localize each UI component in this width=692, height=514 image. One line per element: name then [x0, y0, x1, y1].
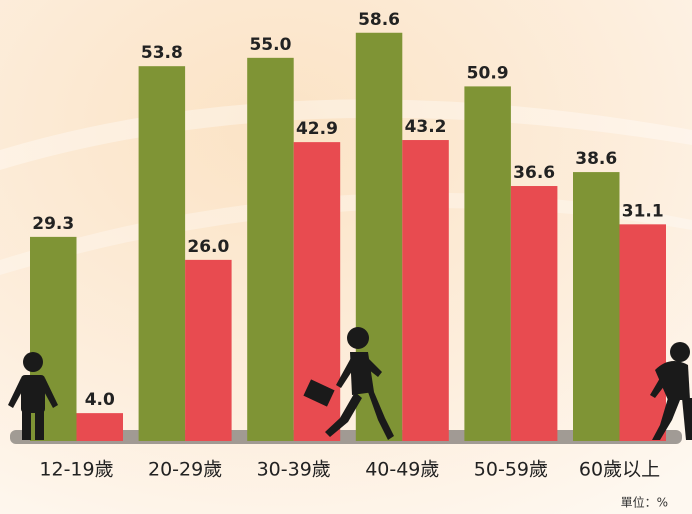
x-tick-label: 30-39歲: [257, 459, 331, 481]
value-label: 50.9: [467, 63, 509, 83]
swoosh: [0, 192, 692, 275]
value-label: 38.6: [575, 149, 617, 169]
x-tick-label: 12-19歲: [39, 459, 113, 481]
bar: [464, 86, 511, 441]
elder-figure: [650, 342, 692, 440]
value-label: 31.1: [622, 201, 664, 221]
bar: [619, 224, 666, 441]
bar: [573, 172, 620, 441]
bar: [138, 66, 186, 442]
value-label: 53.8: [141, 43, 183, 63]
x-tick-label: 50-59歲: [474, 459, 548, 481]
x-tick-label: 60歲以上: [579, 459, 660, 481]
value-label: 58.6: [358, 10, 400, 30]
value-label: 55.0: [249, 35, 291, 55]
bar: [185, 259, 232, 441]
bar: [247, 57, 294, 441]
child-figure: [8, 352, 58, 440]
value-label: 43.2: [405, 117, 447, 137]
figures: [8, 327, 692, 440]
value-label: 29.3: [32, 214, 74, 234]
value-label: 36.6: [513, 163, 555, 183]
bar: [402, 140, 449, 442]
x-tick-label: 20-29歲: [148, 459, 222, 481]
x-tick-label: 40-49歲: [365, 459, 439, 481]
value-label: 42.9: [296, 119, 338, 139]
value-label: 26.0: [187, 237, 229, 257]
bar: [76, 413, 123, 441]
bar: [510, 186, 558, 441]
worker-figure: [303, 327, 394, 440]
value-label: 4.0: [85, 390, 115, 410]
unit-label: 單位：%: [621, 495, 668, 510]
